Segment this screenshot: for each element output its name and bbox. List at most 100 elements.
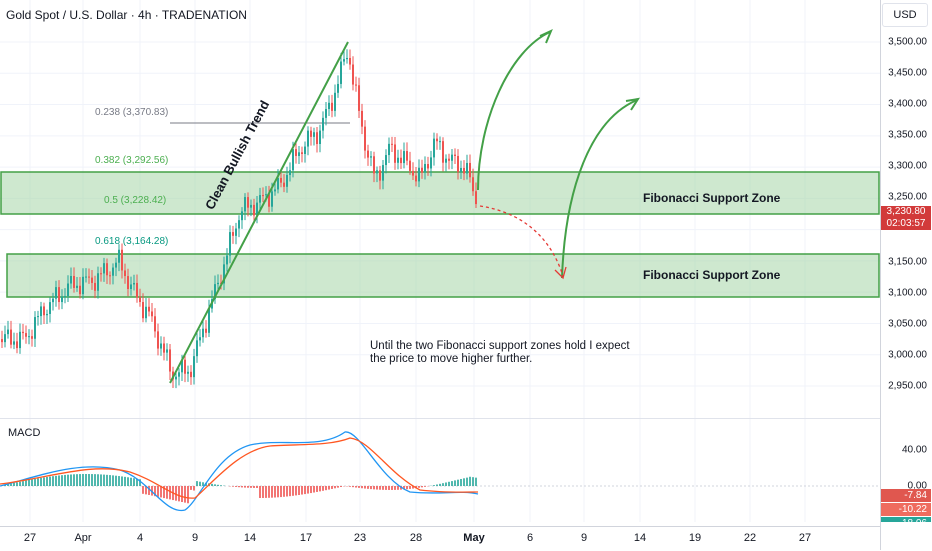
candle-body (316, 132, 318, 144)
macd-histogram-bar (22, 481, 24, 486)
macd-histogram-bar (307, 486, 309, 494)
pane-divider[interactable] (0, 418, 880, 419)
fib-0238-label: 0.238 (3,370.83) (95, 107, 168, 118)
chart-area[interactable] (0, 0, 880, 522)
candle-body (217, 283, 219, 284)
fib-0382-label: 0.382 (3,292.56) (95, 155, 168, 166)
macd-histogram-bar (13, 483, 15, 486)
macd-histogram-bar (265, 486, 267, 498)
macd-histogram-bar (190, 486, 192, 490)
macd-histogram-bar (436, 484, 438, 486)
candle-body (472, 177, 474, 191)
chart-canvas[interactable] (0, 0, 880, 522)
macd-value-tag: -7.84 (881, 489, 931, 502)
macd-histogram-bar (55, 476, 57, 486)
macd-histogram-bar (448, 482, 450, 486)
macd-histogram-bar (31, 479, 33, 486)
macd-histogram-bar (238, 486, 240, 487)
macd-histogram-bar (355, 486, 357, 488)
symbol-title[interactable]: Gold Spot / U.S. Dollar · 4h · TRADENATI… (6, 8, 247, 22)
macd-histogram-bar (424, 486, 426, 487)
macd-histogram-bar (73, 474, 75, 486)
macd-histogram-bar (304, 486, 306, 494)
candle-body (418, 168, 420, 182)
candle-body (376, 170, 378, 173)
time-tick: 17 (300, 532, 312, 544)
macd-histogram-bar (67, 475, 69, 486)
macd-histogram-bar (70, 474, 72, 486)
candle-body (52, 299, 54, 302)
candle-body (127, 276, 129, 289)
macd-histogram-bar (457, 480, 459, 486)
candle-body (133, 283, 135, 284)
candle-body (322, 118, 324, 131)
macd-histogram-bar (268, 486, 270, 498)
note-line-1: Until the two Fibonacci support zones ho… (370, 340, 660, 353)
macd-histogram-bar (475, 478, 477, 486)
candle-body (190, 372, 192, 377)
macd-histogram-bar (121, 476, 123, 486)
candle-body (349, 58, 351, 65)
candle-body (22, 332, 24, 333)
macd-histogram-bar (247, 486, 249, 488)
time-tick: 14 (634, 532, 646, 544)
macd-histogram-bar (124, 477, 126, 486)
macd-histogram-bar (319, 486, 321, 491)
candle-body (325, 109, 327, 118)
macd-histogram-bar (28, 480, 30, 486)
candle-body (274, 189, 276, 191)
macd-histogram-bar (106, 475, 108, 486)
macd-histogram-bar (262, 486, 264, 498)
candle-body (253, 205, 255, 216)
candle-body (88, 277, 90, 278)
macd-histogram-bar (397, 486, 399, 490)
candle-body (439, 141, 441, 142)
candle-body (277, 178, 279, 189)
note-line-2: the price to move higher further. (370, 353, 660, 366)
candle-body (1, 339, 3, 342)
candle-body (346, 58, 348, 59)
candle-body (334, 93, 336, 111)
candle-body (262, 195, 264, 196)
lower-zone-label: Fibonacci Support Zone (643, 268, 780, 282)
candle-body (265, 194, 267, 195)
macd-histogram-bar (286, 486, 288, 496)
macd-histogram-bar (328, 486, 330, 490)
candle-body (403, 151, 405, 163)
macd-histogram-bar (373, 486, 375, 489)
candle-body (115, 263, 117, 268)
candle-body (160, 344, 162, 349)
macd-histogram-bar (46, 477, 48, 486)
candle-body (136, 283, 138, 297)
macd-histogram-bar (118, 476, 120, 486)
candle-body (226, 256, 228, 265)
candle-body (4, 334, 6, 342)
candle-body (61, 297, 63, 302)
macd-histogram-bar (196, 481, 198, 486)
macd-histogram-bar (361, 486, 363, 488)
macd-histogram-bar (43, 477, 45, 486)
candle-body (460, 168, 462, 172)
candle-body (187, 372, 189, 374)
candle-body (412, 171, 414, 176)
analysis-note: Until the two Fibonacci support zones ho… (370, 340, 660, 366)
candle-body (475, 191, 477, 204)
candle-body (208, 309, 210, 333)
candle-body (304, 147, 306, 154)
price-tick: 3,250.00 (888, 192, 927, 203)
price-axis[interactable]: 3,500.00 3,450.00 3,400.00 3,350.00 3,30… (880, 0, 932, 550)
candle-body (19, 332, 21, 348)
candle-body (16, 341, 18, 348)
macd-histogram-bar (133, 478, 135, 486)
currency-button[interactable]: USD (882, 3, 928, 27)
time-axis[interactable]: 27 Apr 4 9 14 17 23 28 May 6 9 14 19 22 … (0, 526, 880, 551)
macd-histogram-bar (148, 486, 150, 495)
price-tick: 2,950.00 (888, 381, 927, 392)
candle-body (64, 296, 66, 297)
macd-histogram-bar (370, 486, 372, 489)
macd-title[interactable]: MACD (8, 427, 40, 439)
candle-body (292, 149, 294, 170)
projection-arrow-1 (478, 32, 550, 190)
candle-body (244, 197, 246, 211)
time-tick: 28 (410, 532, 422, 544)
